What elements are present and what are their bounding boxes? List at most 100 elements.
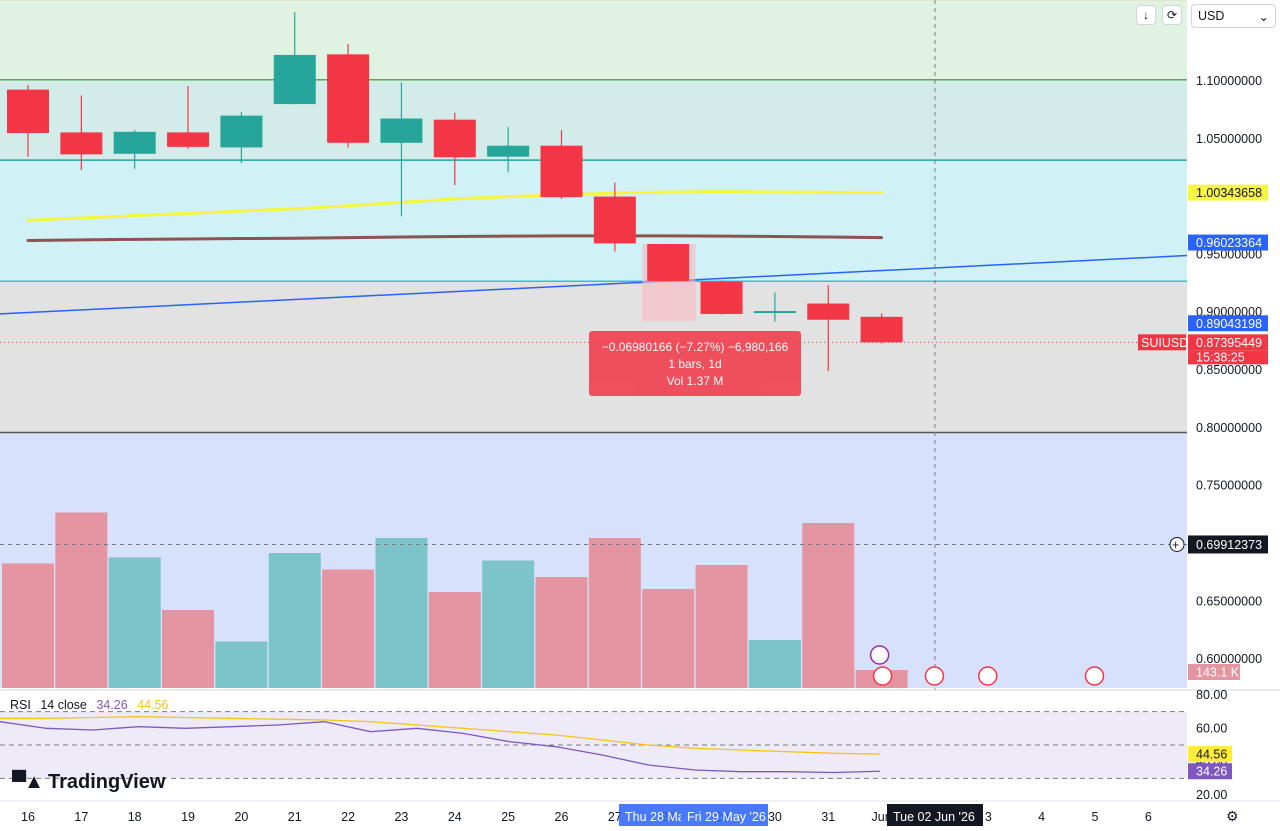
tradingview-logo[interactable]: ▀▲ TradingView (12, 771, 165, 794)
crosshair-price-tag-bg (1188, 535, 1268, 554)
price-tag-label: 0.89043198 (1196, 317, 1262, 331)
refresh-button[interactable]: ⟳ (1162, 5, 1182, 25)
rsi-tick-label: 60.00 (1196, 721, 1227, 735)
time-axis-label: 16 (21, 810, 35, 824)
scroll-to-latest-button[interactable]: ↓ (1136, 5, 1156, 25)
rsi-ma-line (0, 716, 881, 755)
volume-bar (162, 610, 215, 688)
candle-body (327, 54, 370, 143)
price-tick-label: 0.75000000 (1196, 479, 1262, 493)
ema-yellow-line (26, 190, 884, 222)
price-tick-label: 0.95000000 (1196, 247, 1262, 261)
countdown-bg (1188, 350, 1268, 365)
rsi-tick-label: 20.00 (1196, 788, 1227, 802)
volume-bar (215, 641, 268, 688)
time-axis-label: 25 (501, 810, 515, 824)
time-axis-label: 17 (74, 810, 88, 824)
candle-body (273, 54, 316, 105)
volume-bar (322, 569, 375, 688)
candle-body (593, 196, 636, 244)
volume-bar (642, 589, 695, 688)
measure-change: −0.06980166 (−7.27%) −6,980,166 (601, 339, 789, 354)
price-tag-bg (1188, 334, 1268, 351)
volume-bar (695, 565, 748, 688)
price-tick-label: 0.85000000 (1196, 363, 1262, 377)
date-tag-bg (619, 804, 681, 826)
time-axis-label: 21 (288, 810, 302, 824)
ma-brown-line (26, 234, 884, 243)
candle-body (167, 132, 210, 147)
price-tag-bg (1188, 184, 1268, 201)
rsi-params: 14 close (40, 698, 87, 712)
price-axis-panel (1187, 0, 1280, 831)
date-tag-bg (681, 804, 768, 826)
volume-bar (535, 577, 588, 688)
candle-body (433, 119, 476, 158)
date-tag-bg (887, 804, 983, 826)
time-axis-label: 24 (448, 810, 462, 824)
time-axis-label: 19 (181, 810, 195, 824)
candle-body (807, 303, 850, 320)
volume-tag-label: 143.1 K (1196, 666, 1240, 680)
time-axis-label: 5 (1092, 810, 1099, 824)
volume-bar (748, 640, 801, 688)
economic-event-flag-icon (978, 666, 998, 686)
rsi-line (0, 721, 881, 774)
price-tag-label: 1.00343658 (1196, 186, 1262, 200)
candle-body (753, 311, 796, 314)
volume-bar (108, 557, 161, 688)
symbol-tag-bg (1138, 334, 1186, 351)
candle-body (487, 145, 530, 157)
price-tick-label: 1.10000000 (1196, 74, 1262, 88)
price-zone-0 (0, 0, 1187, 80)
time-axis-label: 6 (1145, 810, 1152, 824)
tradingview-mark-icon: ▀▲ (12, 771, 44, 793)
rsi-label: RSI (10, 698, 31, 712)
ideas-lightning-icon (869, 645, 890, 665)
sync-icon: ⟳ (1166, 8, 1178, 22)
candle-body (380, 118, 423, 143)
rsi-tick-label: 80.00 (1196, 688, 1227, 702)
candle-body (647, 243, 690, 281)
rsi-tag-bg (1188, 763, 1232, 780)
time-axis-label: 4 (1038, 810, 1045, 824)
volume-bar (375, 538, 428, 688)
price-tag-label: 0.96023364 (1196, 236, 1262, 250)
settings-gear-icon[interactable]: ⚙ (1226, 808, 1239, 824)
price-zone-1 (0, 79, 1187, 161)
time-axis-label: Jun (872, 810, 892, 824)
date-tag-label: Fri 29 May '26 (687, 810, 766, 824)
measure-tooltip: −0.06980166 (−7.27%) −6,980,166 1 bars, … (589, 331, 801, 396)
candle-body (860, 316, 903, 343)
time-axis-label: 23 (394, 810, 408, 824)
rsi-legend[interactable]: RSI 14 close 34.26 44.56 (10, 698, 174, 712)
time-axis-label: 3 (985, 810, 992, 824)
brand-name: TradingView (47, 771, 166, 793)
candle-body (700, 281, 743, 314)
volume-bar (2, 563, 54, 688)
candle-body (540, 145, 583, 198)
add-alert-plus: + (1172, 538, 1179, 552)
symbol-tag-label: SUIUSD (1141, 336, 1188, 350)
chevron-down-icon: ⌄ (1258, 9, 1269, 24)
time-axis-label: 22 (341, 810, 355, 824)
economic-event-flag-icon (1084, 666, 1105, 686)
price-tick-label: 0.65000000 (1196, 594, 1262, 608)
economic-event-flag-icon (872, 666, 893, 686)
currency-select[interactable]: USD ⌄ (1191, 4, 1276, 28)
time-axis-label: 27 (608, 810, 622, 824)
price-tick-label: 0.60000000 (1196, 652, 1262, 666)
price-tag-bg (1188, 234, 1268, 251)
volume-bar (588, 538, 641, 688)
currency-label: USD (1198, 9, 1225, 23)
price-tag-bg (1188, 315, 1268, 332)
time-axis-label: 20 (234, 810, 248, 824)
time-axis-label: 31 (821, 810, 835, 824)
time-axis-label: 18 (128, 810, 142, 824)
volume-bar (268, 553, 321, 688)
rsi-band (0, 711, 1187, 779)
rsi-tag-label: 34.26 (1196, 765, 1227, 779)
volume-bar (482, 560, 535, 688)
rsi-ma-value: 44.56 (137, 698, 169, 712)
